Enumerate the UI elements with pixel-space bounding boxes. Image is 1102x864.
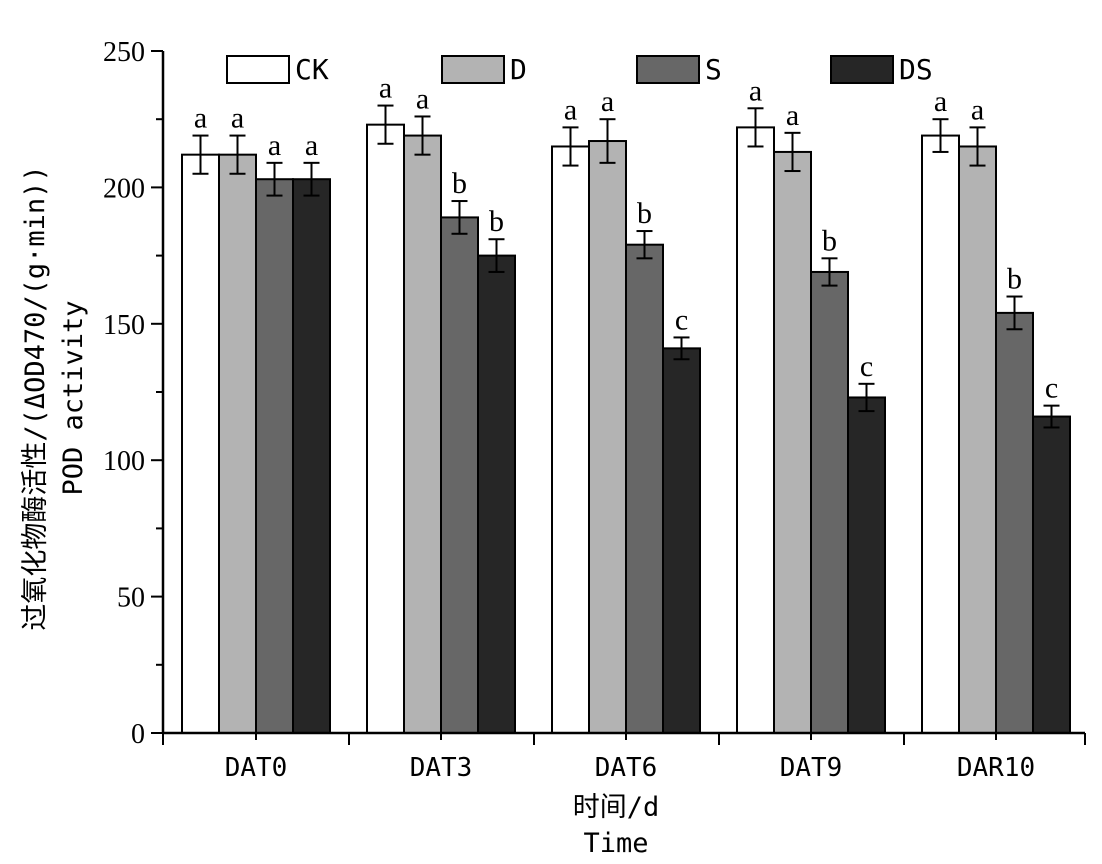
- significance-label: a: [416, 82, 429, 115]
- significance-label: b: [1007, 263, 1022, 296]
- legend-label-ck: CK: [295, 53, 329, 86]
- bar-ds-dat9: [847, 396, 886, 734]
- significance-label: b: [822, 224, 837, 257]
- significance-label: c: [675, 303, 688, 336]
- significance-label: a: [305, 129, 318, 162]
- significance-label: b: [637, 197, 652, 230]
- x-tick-label: DAT3: [410, 753, 473, 783]
- significance-label: a: [601, 85, 614, 118]
- x-tick-label: DAT9: [780, 753, 843, 783]
- y-tick-label: 150: [103, 310, 145, 341]
- significance-label: a: [786, 99, 799, 132]
- y-tick-label: 200: [103, 173, 145, 204]
- bar-s-dat6: [625, 243, 664, 735]
- significance-label: b: [489, 205, 504, 238]
- axes-layer: 0 50 100 150 200 250 DAT0 DAT3 DAT6 DAT9 DAR10: [103, 37, 1086, 783]
- y-tick-label: 50: [117, 583, 145, 614]
- bar-ck-dat6: [551, 145, 590, 735]
- significance-label: a: [564, 93, 577, 126]
- significance-label: a: [749, 74, 762, 107]
- bar-ck-dar10: [921, 134, 960, 734]
- significance-label: c: [1045, 372, 1058, 405]
- y-tick-label: 250: [103, 37, 145, 68]
- legend-swatch-d: [441, 55, 505, 84]
- bar-ds-dar10: [1032, 415, 1071, 734]
- x-axis-title-cn: 时间/d: [573, 792, 660, 823]
- legend: CK D S DS: [226, 53, 933, 86]
- bar-ds-dat0: [292, 178, 331, 734]
- bar-s-dat3: [440, 216, 479, 734]
- legend-swatch-s: [636, 55, 700, 84]
- y-tick-label: 0: [131, 719, 145, 750]
- x-tick-label: DAR10: [957, 753, 1035, 783]
- bar-d-dat6: [588, 140, 627, 735]
- significance-label: c: [860, 350, 873, 383]
- legend-label-ds: DS: [899, 53, 933, 86]
- legend-label-s: S: [705, 53, 722, 86]
- y-tick-label: 100: [103, 446, 145, 477]
- bars-layer: [181, 123, 1071, 735]
- bar-d-dat3: [403, 134, 442, 734]
- x-axis-title-en: Time: [583, 828, 648, 859]
- legend-label-d: D: [510, 53, 527, 86]
- bar-ck-dat0: [181, 153, 220, 734]
- significance-label: a: [934, 85, 947, 118]
- significance-label: a: [231, 102, 244, 135]
- error-bars-layer: [192, 104, 1060, 429]
- legend-swatch-ds: [830, 55, 894, 84]
- significance-label: a: [971, 93, 984, 126]
- significance-label: b: [452, 167, 467, 200]
- y-axis-title-en: POD activity: [58, 300, 89, 495]
- bar-s-dat9: [810, 270, 849, 734]
- bar-d-dat0: [218, 153, 257, 734]
- significance-label: a: [379, 72, 392, 105]
- bar-s-dat0: [255, 178, 294, 734]
- legend-swatch-ck: [226, 55, 290, 84]
- bar-ck-dat9: [736, 126, 775, 735]
- bar-d-dat9: [773, 150, 812, 735]
- bar-d-dar10: [958, 145, 997, 735]
- significance-label: a: [194, 102, 207, 135]
- x-tick-label: DAT0: [225, 753, 288, 783]
- y-axis-title-cn: 过氧化物酶活性/(ΔOD470/(g·min)): [20, 165, 51, 630]
- bar-s-dar10: [995, 311, 1034, 734]
- bar-ck-dat3: [366, 123, 405, 734]
- bar-ds-dat3: [477, 254, 516, 734]
- bar-ds-dat6: [662, 347, 701, 734]
- x-tick-label: DAT6: [595, 753, 658, 783]
- significance-label: a: [268, 129, 281, 162]
